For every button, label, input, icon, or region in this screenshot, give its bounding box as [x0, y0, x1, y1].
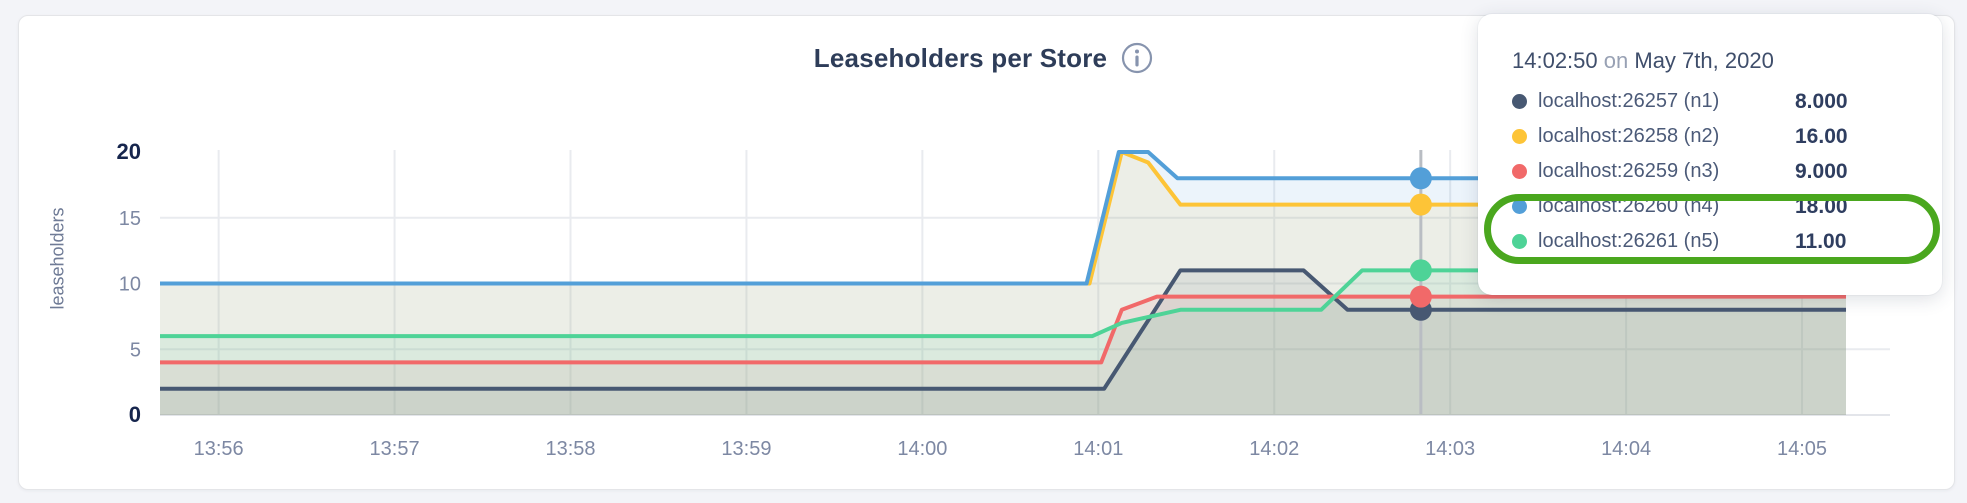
y-axis-title: leaseholders [47, 207, 68, 310]
series-dot-icon [1512, 199, 1527, 214]
x-tick-label: 14:00 [897, 438, 947, 460]
series-name: localhost:26257 (n1) [1538, 90, 1720, 112]
hover-dot [1409, 285, 1432, 308]
series-line [160, 150, 1847, 286]
hover-dot [1409, 259, 1432, 282]
legend-row: localhost:26258 (n2) 16.00 [1512, 119, 1942, 154]
series-dot-icon [1512, 234, 1527, 249]
series-dot-icon [1512, 94, 1527, 109]
y-tick-label: 15 [119, 208, 141, 230]
series-name: localhost:26261 (n5) [1538, 230, 1720, 252]
tooltip-on-word: on [1603, 48, 1629, 73]
series-value: 11.00 [1795, 229, 1847, 253]
series-value: 9.000 [1795, 159, 1848, 183]
tooltip-timestamp: 14:02:50 on May 7th, 2020 [1512, 48, 1942, 74]
legend-row: localhost:26260 (n4) 18.00 [1512, 189, 1942, 224]
series-name: localhost:26258 (n2) [1538, 125, 1720, 147]
series-value: 8.000 [1795, 89, 1848, 113]
hover-tooltip: 14:02:50 on May 7th, 2020 localhost:2625… [1478, 14, 1942, 295]
y-tick-label: 0 [129, 402, 141, 427]
chart-header: Leaseholders per Store [0, 42, 1967, 74]
legend-row: localhost:26257 (n1) 8.000 [1512, 84, 1942, 119]
series-name: localhost:26259 (n3) [1538, 160, 1720, 182]
series-value: 16.00 [1795, 124, 1848, 148]
x-tick-label: 14:05 [1777, 438, 1827, 460]
series-value: 18.00 [1795, 194, 1848, 218]
x-tick-label: 13:57 [370, 438, 420, 460]
series-dot-icon [1512, 164, 1527, 179]
page-title: Leaseholders per Store [813, 42, 1108, 73]
x-tick-label: 14:01 [1073, 438, 1123, 460]
series-name: localhost:26260 (n4) [1538, 195, 1720, 217]
x-tick-label: 14:03 [1425, 438, 1475, 460]
y-tick-label: 10 [119, 274, 141, 296]
x-tick-label: 14:02 [1249, 438, 1299, 460]
series-area [160, 270, 1847, 415]
tooltip-time: 14:02:50 [1512, 48, 1598, 73]
y-tick-label: 20 [117, 139, 141, 164]
tooltip-date: May 7th, 2020 [1634, 48, 1774, 73]
info-icon[interactable] [1121, 42, 1153, 74]
legend-row: localhost:26261 (n5) 11.00 [1512, 224, 1942, 259]
x-tick-label: 13:58 [545, 438, 595, 460]
x-tick-label: 13:59 [721, 438, 771, 460]
series-line [160, 268, 1847, 339]
x-tick-label: 13:56 [194, 438, 244, 460]
series-line [160, 294, 1847, 365]
hover-dot [1409, 193, 1432, 216]
series-area [160, 296, 1847, 415]
y-tick-label: 5 [130, 339, 141, 361]
legend-row: localhost:26259 (n3) 9.000 [1512, 154, 1942, 189]
x-tick-label: 14:04 [1601, 438, 1651, 460]
series-dot-icon [1512, 129, 1527, 144]
hover-dot [1409, 167, 1432, 190]
